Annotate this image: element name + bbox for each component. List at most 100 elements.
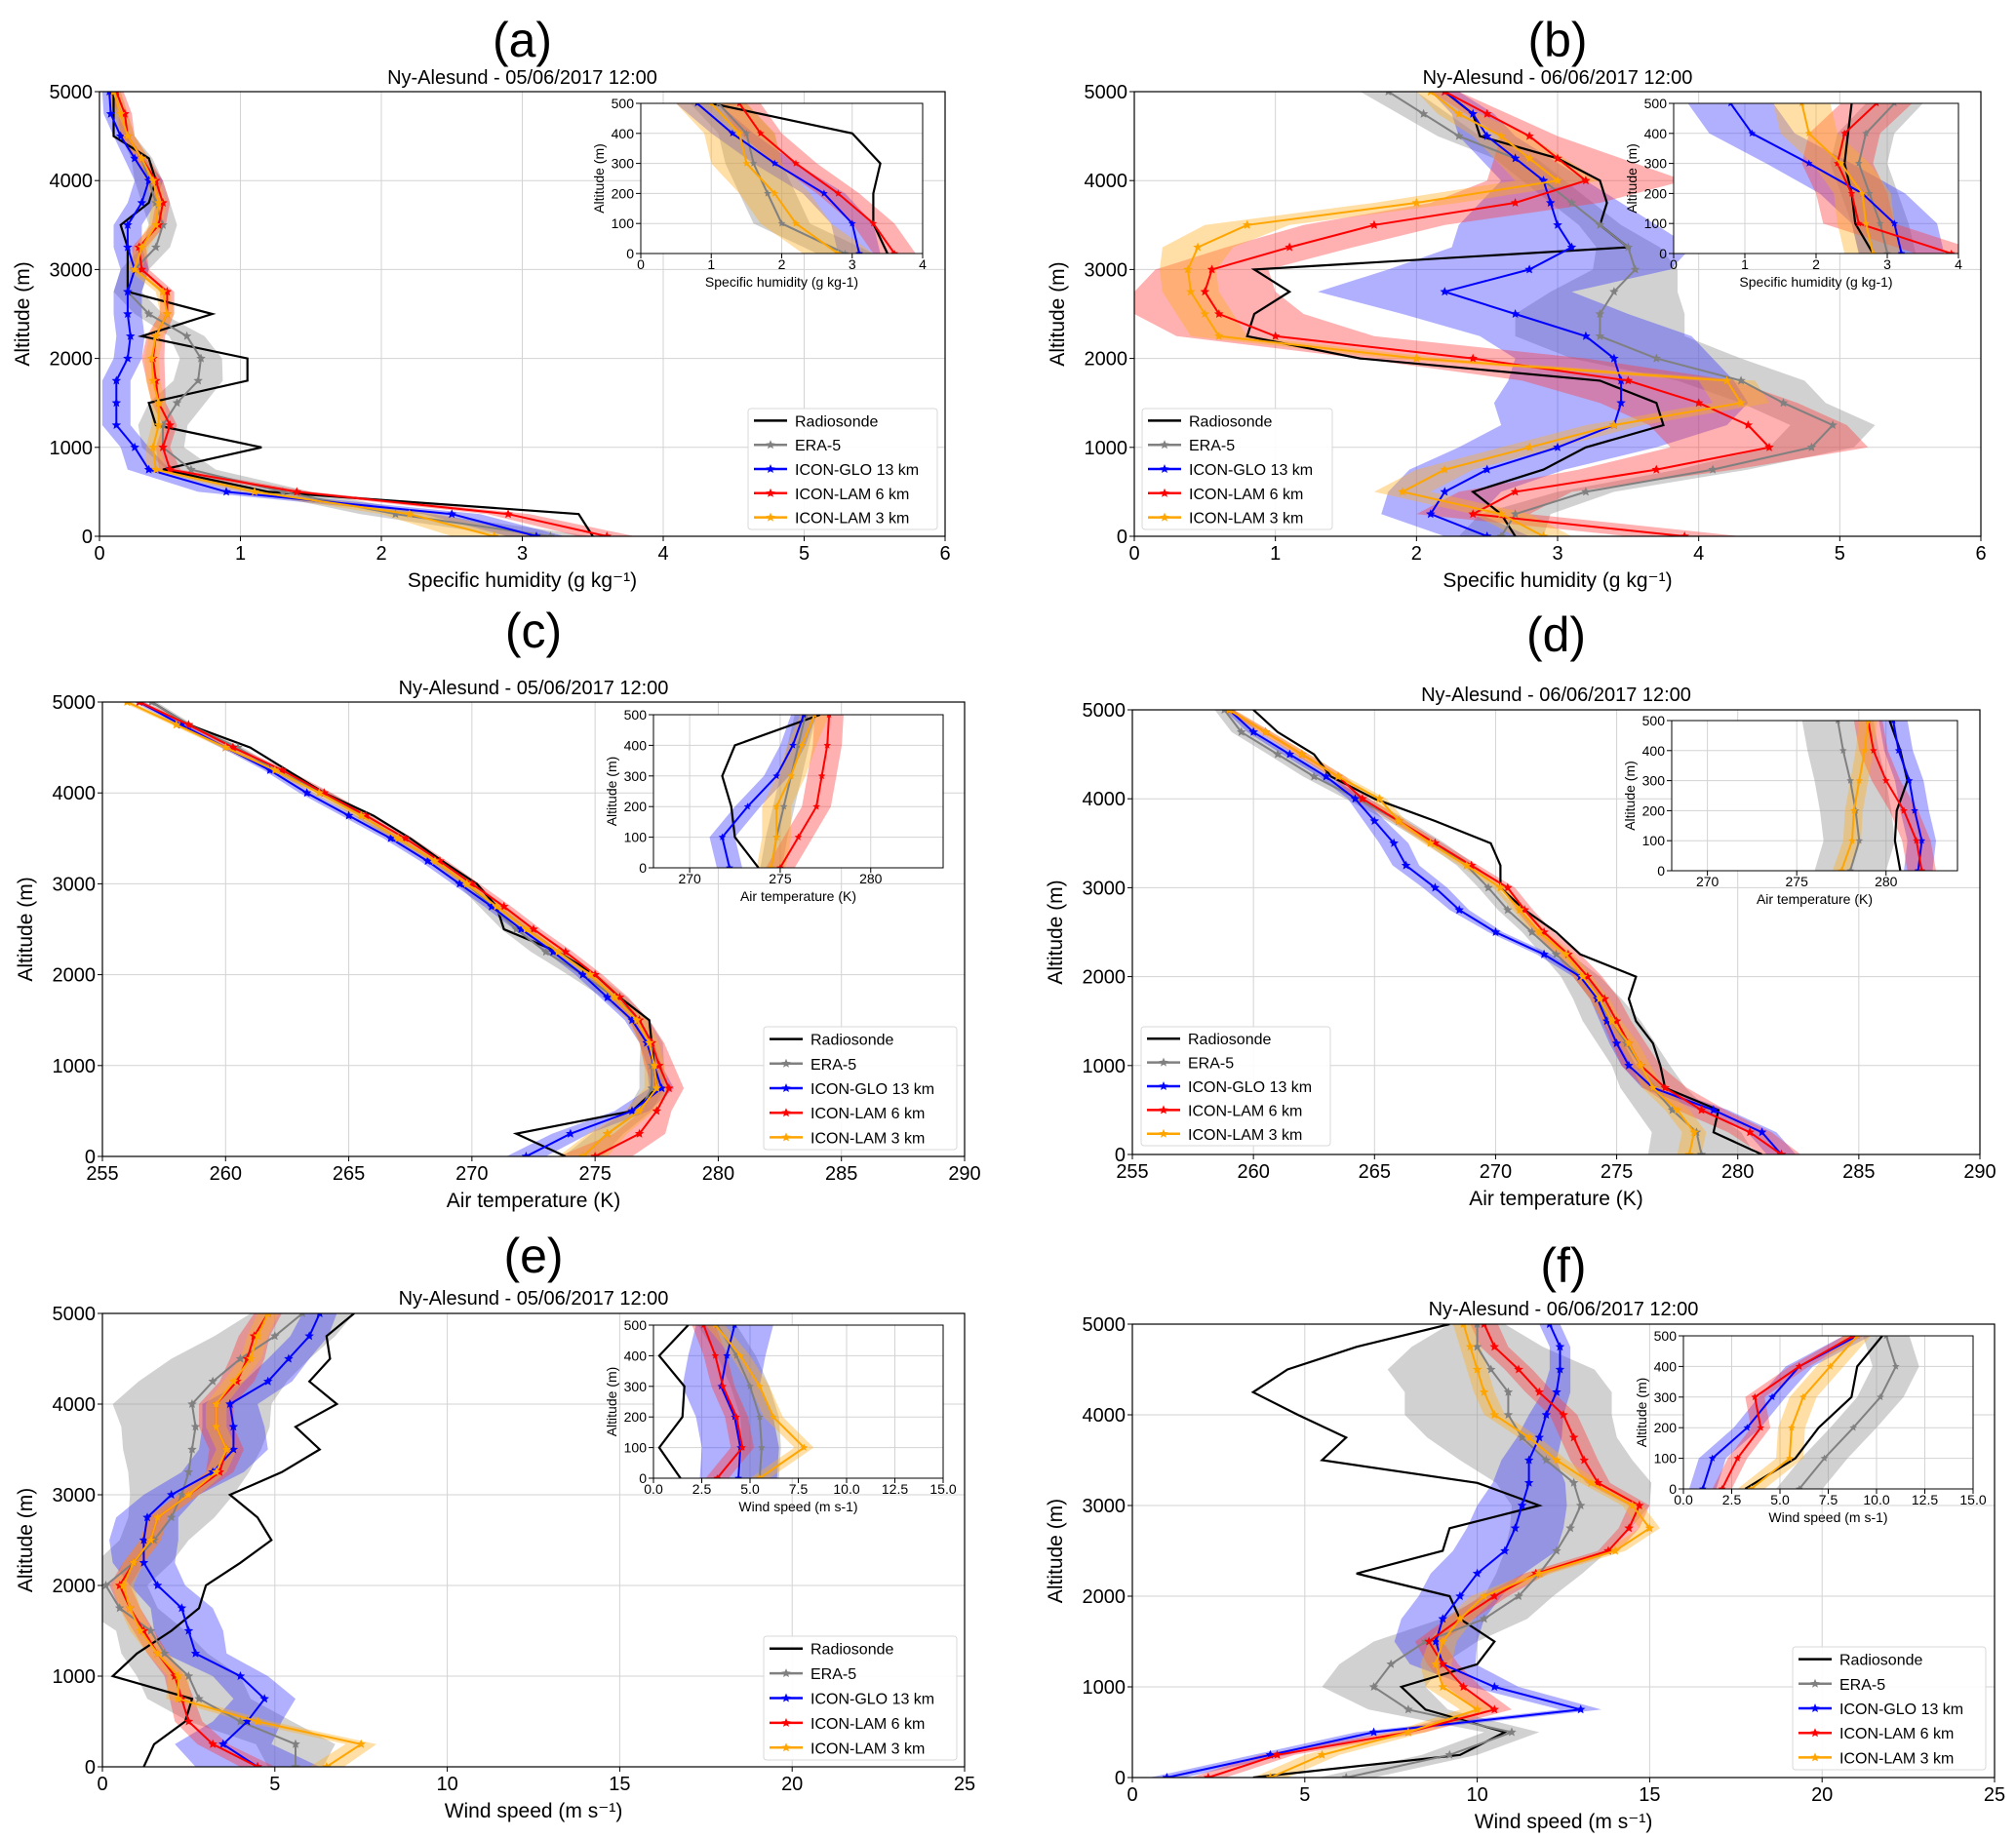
icon-glo-13km-point: [603, 992, 613, 1001]
icon-glo-13km-point: [447, 509, 456, 519]
icon-glo-13km-point: [1285, 749, 1295, 759]
icon-glo-13km-point: [1389, 838, 1399, 847]
legend-label: ICON-LAM 6 km: [795, 487, 909, 503]
icon-glo-13km-point: [694, 103, 700, 107]
icon-lam-3km-point: [1747, 1485, 1756, 1489]
legend-entry-era5: ERA-5: [754, 438, 841, 454]
icon-lam-3km-point: [1403, 1727, 1413, 1737]
legend-label: ICON-LAM 3 km: [795, 511, 909, 528]
icon-lam-3km-point: [1684, 1150, 1694, 1154]
era5-point: [183, 1466, 194, 1476]
icon-lam-6km-point: [1204, 1773, 1213, 1778]
icon-lam-6km-point: [1870, 746, 1878, 754]
icon-lam-6km-point: [1600, 994, 1609, 1003]
era5-point: [299, 1313, 306, 1317]
icon-glo-13km-point: [228, 1444, 239, 1454]
y-tick-label: 500: [624, 1317, 648, 1333]
era5-spread-band: [1360, 92, 1876, 536]
x-tick-label: 7.5: [789, 1481, 809, 1497]
icon-glo-13km-line: [696, 103, 860, 254]
era5-point: [1368, 1682, 1379, 1691]
icon-glo-13km-point: [111, 420, 122, 429]
icon-lam-3km-point: [153, 198, 164, 207]
era5-point: [1876, 219, 1884, 227]
icon-lam-3km-point: [1561, 949, 1571, 958]
icon-lam-3km-point: [834, 250, 843, 254]
icon-glo-13km-point: [1523, 1477, 1534, 1487]
y-tick-label: 1000: [1083, 1677, 1127, 1699]
era5-point: [194, 1694, 204, 1703]
legend-marker: [1160, 488, 1169, 497]
era5-point: [1565, 1523, 1575, 1533]
legend-entry-icon-glo-13km: ICON-GLO 13 km: [754, 462, 919, 479]
legend-entry-icon-lam-3km: ICON-LAM 3 km: [1799, 1750, 1954, 1767]
y-tick-label: 3000: [50, 259, 94, 281]
y-tick-label: 3000: [1085, 259, 1128, 281]
era5-point: [291, 1762, 300, 1767]
icon-lam-3km-point: [183, 1490, 194, 1499]
icon-lam-6km-spread-band: [1134, 92, 1869, 536]
x-tick-label: 2: [1812, 256, 1820, 272]
radiosonde-line: [1245, 92, 1665, 536]
icon-glo-13km-point: [521, 1152, 532, 1156]
icon-lam-6km-point: [1696, 1105, 1707, 1115]
icon-lam-3km-point: [770, 1413, 777, 1421]
x-tick-label: 0: [637, 256, 645, 272]
icon-lam-3km-point: [1440, 464, 1449, 474]
icon-lam-3km-point: [148, 375, 158, 385]
y-axis-label: Altitude (m): [1047, 261, 1069, 366]
icon-lam-6km-point: [1660, 1082, 1670, 1092]
panel-label: (d): [1526, 607, 1586, 662]
icon-lam-3km-point: [1672, 1105, 1682, 1115]
icon-lam-6km-point: [738, 1443, 746, 1451]
x-tick-label: 15.0: [1959, 1492, 1986, 1507]
inset-x-axis-label: Specific humidity (g kg-1): [1739, 274, 1892, 290]
icon-glo-13km-point: [1894, 746, 1903, 754]
x-tick-label: 5.0: [1770, 1492, 1790, 1507]
legend-entry-icon-glo-13km: ICON-GLO 13 km: [770, 1692, 934, 1708]
icon-lam-3km-spread-band: [1737, 1336, 1872, 1489]
icon-lam-6km-point: [1847, 189, 1856, 197]
y-tick-label: 5000: [1085, 82, 1128, 103]
icon-lam-6km-point: [602, 531, 612, 536]
legend-entry-icon-lam-6km: ICON-LAM 6 km: [1799, 1726, 1954, 1742]
icon-lam-6km-point: [1651, 464, 1661, 474]
icon-lam-3km-point: [1624, 1038, 1634, 1047]
icon-lam-3km-point: [211, 1422, 221, 1431]
plot-area: [709, 715, 844, 868]
x-tick-label: 290: [948, 1163, 980, 1185]
x-tick-label: 280: [859, 871, 883, 886]
icon-glo-13km-point: [228, 1422, 239, 1431]
x-tick-label: 3: [517, 543, 528, 565]
era5-point: [1595, 219, 1605, 229]
icon-glo-13km-point: [734, 1474, 742, 1478]
icon-glo-13km-point: [316, 1313, 323, 1317]
icon-lam-6km-point: [1510, 487, 1521, 496]
icon-lam-3km-point: [1455, 1614, 1465, 1623]
icon-lam-3km-point: [492, 901, 501, 911]
icon-lam-3km-point: [489, 531, 499, 536]
icon-lam-6km-point: [1534, 1387, 1544, 1396]
legend: Radiosonde ERA-5 ICON-GLO 13 km ICON-LAM 6 …: [747, 408, 938, 530]
icon-glo-13km-point: [1321, 771, 1331, 781]
icon-lam-6km-point: [1913, 837, 1920, 844]
legend-marker: [781, 1717, 791, 1727]
icon-lam-3km-point: [172, 720, 181, 729]
era5-point: [732, 1351, 740, 1359]
era5-point: [1341, 1773, 1351, 1778]
icon-glo-13km-point: [1455, 1591, 1465, 1600]
x-tick-label: 15: [1639, 1784, 1660, 1806]
legend-marker: [781, 1132, 791, 1142]
icon-lam-3km-point: [137, 242, 147, 252]
icon-glo-13km-point: [167, 1490, 177, 1499]
icon-glo-13km-point: [1510, 309, 1521, 318]
era5-point: [1517, 1432, 1527, 1442]
icon-glo-13km-point: [138, 1557, 149, 1567]
inset-zoom-0-500m: 270 275 280 0 100 200 300 400 500 Air temperature…: [1622, 713, 1958, 907]
y-tick-label: 0: [639, 1470, 647, 1486]
x-tick-label: 5: [1299, 1784, 1310, 1806]
era5-point: [1581, 487, 1591, 496]
icon-lam-6km-point: [1840, 129, 1848, 137]
era5-line: [1837, 721, 1861, 871]
icon-lam-6km-point: [634, 1128, 645, 1138]
